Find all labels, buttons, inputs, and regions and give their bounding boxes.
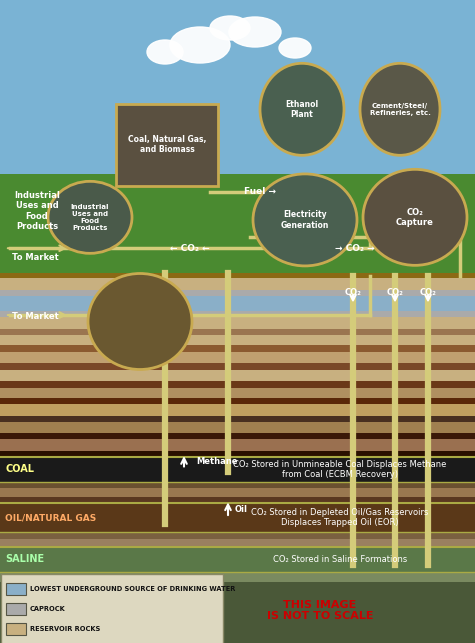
Text: CO₂: CO₂ [344, 288, 361, 297]
Bar [0, 439, 475, 451]
FancyBboxPatch shape [116, 104, 218, 186]
Bar [0, 572, 475, 582]
Text: COAL: COAL [5, 464, 34, 475]
Bar [0, 457, 475, 482]
Bar [0, 582, 475, 643]
Text: SALINE: SALINE [5, 554, 44, 565]
Text: Ethanol
Plant: Ethanol Plant [285, 100, 319, 119]
Bar [0, 370, 475, 381]
Bar [0, 296, 475, 311]
Bar [0, 329, 475, 335]
Ellipse shape [210, 16, 250, 40]
Bar [0, 404, 475, 416]
Text: RESERVOIR ROCKS: RESERVOIR ROCKS [30, 626, 100, 633]
Bar [0, 345, 475, 352]
Ellipse shape [279, 38, 311, 58]
Ellipse shape [253, 174, 357, 266]
Bar [0, 290, 475, 296]
Bar [6, 604, 26, 615]
Bar [0, 174, 475, 273]
Bar [0, 352, 475, 363]
Bar [0, 416, 475, 422]
Bar [0, 547, 475, 572]
Bar [0, 422, 475, 433]
Text: LOWEST UNDERGROUND SOURCE OF DRINKING WATER: LOWEST UNDERGROUND SOURCE OF DRINKING WA… [30, 586, 236, 592]
Bar [6, 624, 26, 635]
Bar [0, 317, 475, 329]
Bar [0, 433, 475, 439]
Text: To Market: To Market [12, 253, 59, 262]
Bar [0, 398, 475, 404]
Bar [0, 0, 475, 174]
Text: Oil: Oil [235, 505, 248, 514]
Text: Electricity
Generation: Electricity Generation [281, 210, 329, 230]
Bar [0, 388, 475, 398]
Text: Industrial
Uses and
Food
Products: Industrial Uses and Food Products [14, 191, 60, 231]
Text: CO₂ Stored in Depleted Oil/Gas Reservoirs
Displaces Trapped Oil (EOR): CO₂ Stored in Depleted Oil/Gas Reservoir… [251, 508, 428, 527]
Text: OIL/NATURAL GAS: OIL/NATURAL GAS [5, 513, 96, 522]
Ellipse shape [88, 273, 192, 370]
Text: Cement/Steel/
Refineries, etc.: Cement/Steel/ Refineries, etc. [370, 103, 430, 116]
Text: Coal, Natural Gas,
and Biomass: Coal, Natural Gas, and Biomass [128, 135, 206, 154]
Bar [0, 363, 475, 370]
Bar [0, 278, 475, 290]
Bar [0, 273, 475, 278]
Ellipse shape [229, 17, 281, 47]
Bar [0, 539, 475, 547]
Ellipse shape [363, 169, 467, 266]
Ellipse shape [147, 40, 183, 64]
Ellipse shape [360, 63, 440, 156]
Bar [0, 482, 475, 488]
Bar [0, 335, 475, 345]
Text: Methane: Methane [196, 457, 238, 466]
Bar [0, 451, 475, 457]
Bar [0, 488, 475, 497]
Bar [0, 503, 475, 532]
Text: THIS IMAGE
IS NOT TO SCALE: THIS IMAGE IS NOT TO SCALE [267, 600, 373, 621]
Text: CO₂: CO₂ [419, 288, 437, 297]
Bar [0, 497, 475, 503]
Text: ← CO₂ ←: ← CO₂ ← [170, 244, 210, 253]
Bar [0, 311, 475, 317]
Text: CO₂
Capture: CO₂ Capture [396, 208, 434, 227]
Text: CO₂ Stored in Unmineable Coal Displaces Methane
from Coal (ECBM Recovery): CO₂ Stored in Unmineable Coal Displaces … [233, 460, 446, 479]
Text: → CO₂ →: → CO₂ → [335, 244, 375, 253]
Bar [0, 381, 475, 388]
Text: CO₂: CO₂ [387, 288, 403, 297]
Bar [6, 583, 26, 595]
Ellipse shape [260, 63, 344, 156]
Ellipse shape [48, 181, 132, 253]
Bar [0, 532, 475, 539]
FancyBboxPatch shape [1, 574, 223, 643]
Text: CAPROCK: CAPROCK [30, 606, 66, 613]
Text: Industrial
Uses and
Food
Products: Industrial Uses and Food Products [71, 204, 109, 231]
Text: To Market: To Market [12, 312, 59, 321]
Text: Fuel →: Fuel → [244, 187, 276, 196]
Ellipse shape [170, 27, 230, 63]
Text: CO₂ Stored in Saline Formations: CO₂ Stored in Saline Formations [273, 555, 407, 564]
